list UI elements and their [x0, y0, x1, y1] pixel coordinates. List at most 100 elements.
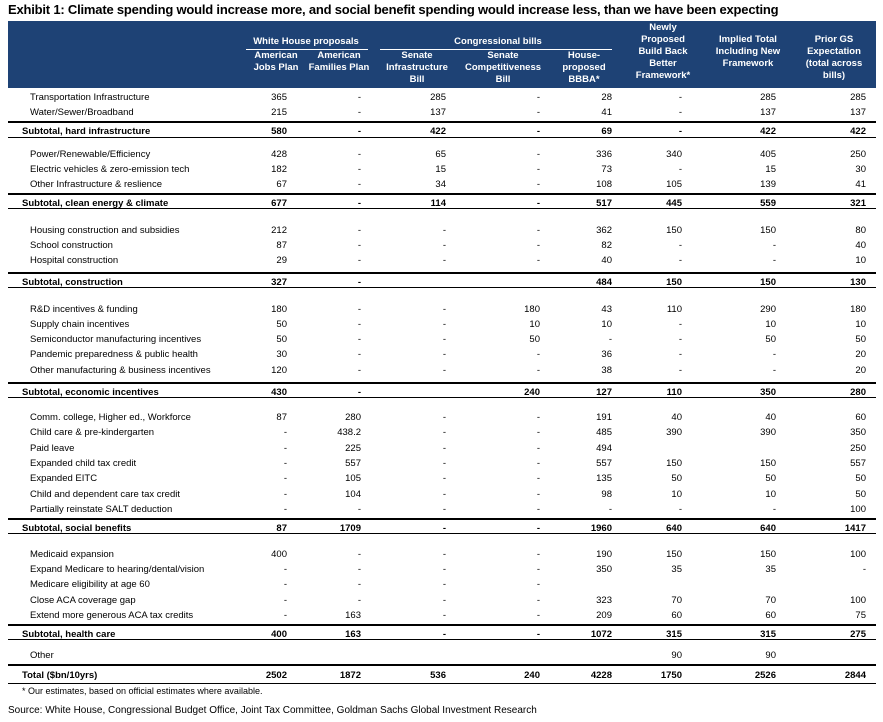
cell-value: 50 [765, 334, 776, 345]
cell-value: 36 [601, 349, 612, 360]
cell-value: - [442, 334, 446, 345]
cell-value: 150 [666, 549, 682, 560]
cell-value: - [536, 149, 540, 160]
cell-value: - [357, 198, 361, 209]
cell-value: 484 [596, 277, 612, 288]
cell-value: 10 [765, 489, 776, 500]
cell-value: 35 [765, 564, 776, 575]
cell-value: - [357, 277, 361, 288]
row-label: Medicaid expansion [30, 549, 114, 560]
cell-value: 40 [765, 412, 776, 423]
cell-value: - [862, 564, 866, 575]
cell-value: 445 [666, 198, 682, 209]
cell-value: - [678, 92, 682, 103]
cell-value: 485 [596, 427, 612, 438]
source-line: Source: White House, Congressional Budge… [8, 705, 537, 716]
cell-value: 1960 [590, 523, 612, 534]
cell-value: 180 [271, 304, 287, 315]
row-label: Other [30, 650, 54, 661]
group-congressional: Congressional bills [454, 36, 542, 47]
cell-value: 40 [601, 255, 612, 266]
cell-value: - [608, 504, 612, 515]
cell-value: 150 [666, 225, 682, 236]
cell-value: - [536, 225, 540, 236]
cell-value: 390 [666, 427, 682, 438]
cell-value: - [536, 523, 540, 534]
cell-value: - [678, 504, 682, 515]
table-row: Pandemic preparedness & public health 30 -… [8, 347, 876, 362]
subtotal-row: Subtotal, economic incentives 430 - 240 127 1… [8, 385, 876, 400]
cell-value: - [442, 610, 446, 621]
cell-value: 2526 [754, 670, 776, 681]
cell-value: 120 [271, 365, 287, 376]
cell-value: 677 [271, 198, 287, 209]
table-row: Partially reinstate SALT deduction - - - - - -… [8, 502, 876, 517]
cell-value: - [357, 564, 361, 575]
cell-value: 10 [671, 489, 682, 500]
cell-value: 137 [850, 107, 866, 118]
table-header: White House proposals Congressional bill… [8, 21, 876, 88]
cell-value: 50 [276, 334, 287, 345]
cell-value: - [442, 564, 446, 575]
cell-value: 150 [760, 549, 776, 560]
row-label: Comm. college, Higher ed., Workforce [30, 412, 191, 423]
table-row: Close ACA coverage gap - - - - 323 70 70 100 [8, 593, 876, 608]
col-header-implied-total: Implied Total Including New Framework [715, 34, 781, 69]
cell-value: 60 [855, 412, 866, 423]
section-rule [8, 664, 876, 666]
subtotal-rule [8, 287, 876, 288]
table-row: School construction 87 - - - 82 - - 40 [8, 238, 876, 253]
row-label: Electric vehicles & zero-emission tech [30, 164, 190, 175]
row-label: Power/Renewable/Efficiency [30, 149, 151, 160]
cell-value: - [283, 610, 287, 621]
row-label: Expanded child tax credit [30, 458, 137, 469]
cell-value: 104 [345, 489, 361, 500]
cell-value: 70 [765, 595, 776, 606]
table-row: Other manufacturing & business incentive… [8, 363, 876, 378]
cell-value: 40 [671, 412, 682, 423]
cell-value: - [283, 504, 287, 515]
cell-value: 494 [596, 443, 612, 454]
col-header-prior-gs: Prior GS Expectation (total across bills… [805, 34, 863, 81]
subtotal-row: Subtotal, clean energy & climate 677 - 114 -… [8, 196, 876, 211]
cell-value: - [283, 489, 287, 500]
subtotal-row: Subtotal, hard infrastructure 580 - 422 - 69 -… [8, 124, 876, 139]
cell-value: 150 [666, 458, 682, 469]
cell-value: 350 [760, 387, 776, 398]
cell-value: 323 [596, 595, 612, 606]
table-row: Paid leave - 225 - - 494 250 [8, 441, 876, 456]
group-congressional-underline [380, 49, 612, 50]
row-label: Subtotal, health care [22, 629, 116, 640]
cell-value: 428 [271, 149, 287, 160]
cell-value: - [442, 473, 446, 484]
cell-value: 82 [601, 240, 612, 251]
table-row: Electric vehicles & zero-emission tech 18… [8, 162, 876, 177]
cell-value: 70 [671, 595, 682, 606]
cell-value: - [536, 473, 540, 484]
cell-value: 34 [435, 179, 446, 190]
cell-value: 180 [524, 304, 540, 315]
cell-value: 2844 [844, 670, 866, 681]
cell-value: - [536, 595, 540, 606]
row-label: Water/Sewer/Broadband [30, 107, 134, 118]
cell-value: 137 [430, 107, 446, 118]
subtotal-rule [8, 533, 876, 534]
section-rule [8, 382, 876, 384]
cell-value: 225 [345, 443, 361, 454]
row-label: Medicare eligibility at age 60 [30, 579, 150, 590]
cell-value: 67 [276, 179, 287, 190]
col-header-bbb-framework: Newly Proposed Build Back Better Framewo… [635, 22, 691, 81]
cell-value: 50 [276, 319, 287, 330]
cell-value: 163 [345, 629, 361, 640]
cell-value: 180 [850, 304, 866, 315]
cell-value: 559 [760, 198, 776, 209]
cell-value: - [678, 164, 682, 175]
cell-value: - [283, 473, 287, 484]
cell-value: - [357, 255, 361, 266]
section-rule [8, 518, 876, 520]
subtotal-rule [8, 639, 876, 640]
cell-value: 100 [850, 549, 866, 560]
cell-value: - [772, 504, 776, 515]
cell-value: - [536, 365, 540, 376]
row-label: Housing construction and subsidies [30, 225, 180, 236]
